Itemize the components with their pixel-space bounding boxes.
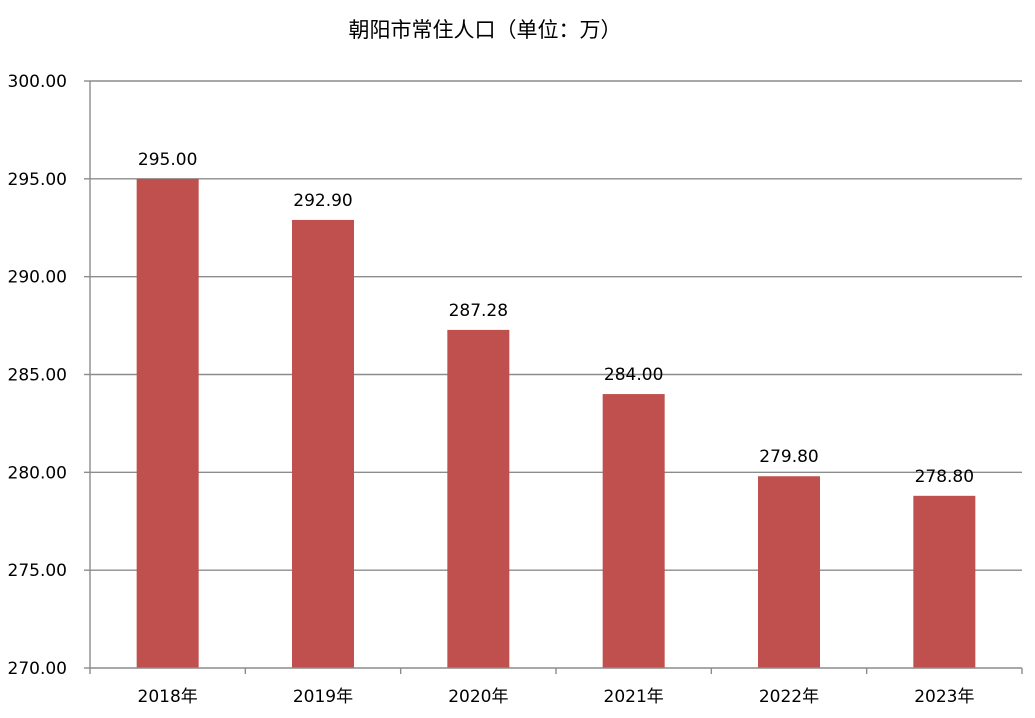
chart-title: 朝阳市常住人口（单位：万）	[349, 18, 622, 42]
data-label: 278.80	[915, 467, 974, 487]
data-label: 287.28	[449, 301, 508, 321]
y-tick-label: 290.00	[8, 268, 67, 288]
data-labels: 295.00 292.90 287.28 284.00 279.80 278.80	[138, 150, 974, 487]
bar	[602, 394, 665, 668]
y-tick-label: 270.00	[8, 659, 67, 679]
axes	[84, 80, 1023, 674]
x-category-label: 2020年	[448, 687, 508, 707]
x-category-label: 2021年	[604, 687, 664, 707]
y-tick-label: 295.00	[8, 170, 67, 190]
bars	[136, 178, 976, 669]
x-category-label: 2023年	[914, 687, 974, 707]
y-axis-tick-labels: 270.00 275.00 280.00 285.00 290.00 295.00 300.…	[8, 72, 67, 679]
data-label: 292.90	[293, 191, 352, 211]
bar	[136, 178, 199, 669]
x-category-label: 2022年	[759, 687, 819, 707]
x-category-label: 2018年	[138, 687, 198, 707]
data-label: 279.80	[759, 447, 818, 467]
y-tick-label: 275.00	[8, 561, 67, 581]
bar	[758, 476, 820, 668]
grid-lines	[90, 80, 1022, 571]
x-category-label: 2019年	[293, 687, 353, 707]
data-label: 295.00	[138, 150, 197, 170]
bar	[913, 495, 976, 668]
bar	[292, 219, 354, 668]
y-tick-label: 285.00	[8, 366, 67, 386]
y-tick-label: 280.00	[8, 463, 67, 483]
bar	[447, 329, 510, 668]
x-axis-category-labels: 2018年 2019年 2020年 2021年 2022年 2023年	[138, 687, 975, 707]
data-label: 284.00	[604, 365, 663, 385]
y-tick-label: 300.00	[8, 72, 67, 92]
